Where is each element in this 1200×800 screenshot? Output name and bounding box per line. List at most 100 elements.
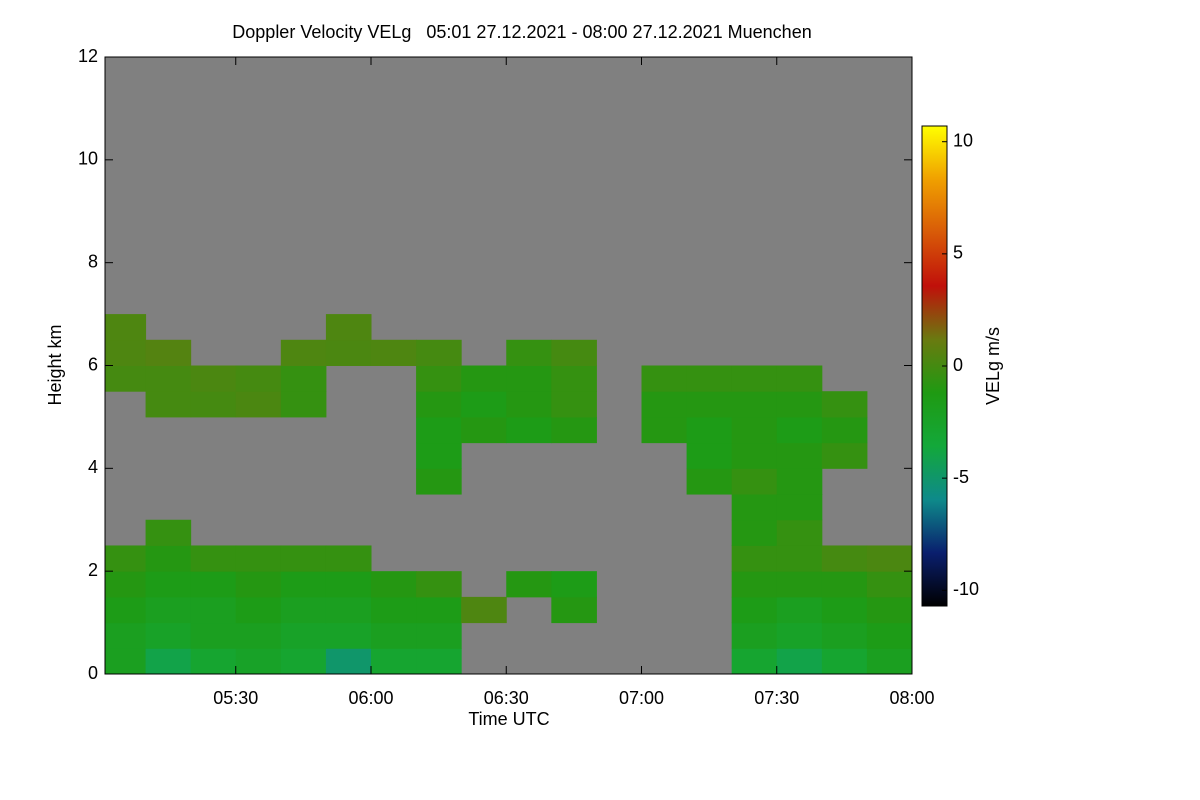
chart-title: Doppler Velocity VELg 05:01 27.12.2021 -… — [232, 22, 811, 42]
heatmap-cell — [506, 391, 552, 418]
heatmap-cell — [190, 648, 237, 674]
heatmap-cell — [506, 339, 552, 366]
heatmap-cell — [686, 391, 733, 418]
heatmap-cell — [776, 442, 823, 469]
heatmap-cell — [776, 391, 823, 418]
heatmap-cell — [821, 545, 868, 572]
heatmap-cell — [821, 416, 868, 444]
heatmap-cell — [461, 391, 507, 418]
heatmap-cell — [866, 648, 912, 674]
heatmap-cell — [145, 571, 192, 598]
heatmap-cell — [280, 339, 327, 366]
heatmap-cell — [416, 622, 462, 649]
heatmap-cell — [325, 571, 372, 598]
heatmap-cell — [190, 622, 237, 649]
heatmap-cell — [461, 416, 507, 444]
heatmap-cell — [551, 391, 597, 418]
heatmap-cell — [641, 365, 688, 392]
heatmap-cell — [280, 365, 327, 392]
heatmap-cell — [235, 571, 282, 598]
heatmap-cell — [145, 391, 192, 418]
heatmap-cell — [731, 391, 778, 418]
heatmap-cell — [551, 416, 597, 444]
heatmap-cell — [325, 622, 372, 649]
heatmap-cell — [280, 596, 327, 624]
colorbar-tick-label: 0 — [953, 355, 963, 375]
heatmap-cell — [145, 339, 192, 366]
heatmap-cell — [105, 339, 147, 366]
heatmap-cell — [731, 571, 778, 598]
heatmap-cell — [551, 365, 597, 392]
y-tick-label: 10 — [78, 149, 98, 169]
heatmap-cell — [821, 571, 868, 598]
heatmap-cell — [776, 596, 823, 624]
heatmap-cell — [731, 648, 778, 674]
heatmap-cell — [686, 365, 733, 392]
heatmap-cell — [416, 442, 462, 469]
heatmap-cell — [551, 596, 597, 624]
heatmap-cell — [145, 519, 192, 546]
heatmap-cell — [731, 519, 778, 546]
heatmap-cell — [641, 391, 688, 418]
heatmap-cell — [235, 365, 282, 392]
heatmap-cell — [370, 596, 417, 624]
heatmap-cell — [416, 339, 462, 366]
x-tick-label: 08:00 — [889, 688, 934, 708]
heatmap-cell — [416, 571, 462, 598]
x-axis-title: Time UTC — [468, 709, 549, 729]
heatmap-cell — [105, 365, 147, 392]
heatmap-cell — [776, 622, 823, 649]
heatmap-cell — [190, 545, 237, 572]
heatmap-cell — [731, 468, 778, 495]
heatmap-cell — [776, 545, 823, 572]
heatmap-cell — [370, 622, 417, 649]
heatmap-cell — [325, 545, 372, 572]
heatmap-cell — [280, 571, 327, 598]
y-tick-label: 6 — [88, 354, 98, 374]
heatmap-cell — [731, 596, 778, 624]
heatmap-cell — [416, 468, 462, 495]
heatmap-cell — [821, 596, 868, 624]
colorbar-tick-label: 10 — [953, 130, 973, 150]
heatmap-cell — [776, 571, 823, 598]
heatmap-cell — [731, 622, 778, 649]
heatmap-cell — [105, 596, 147, 624]
colorbar-title: VELg m/s — [983, 327, 1003, 405]
heatmap-cell — [731, 365, 778, 392]
colorbar-tick-label: -10 — [953, 579, 979, 599]
heatmap-cell — [370, 339, 417, 366]
heatmap-cell — [280, 391, 327, 418]
heatmap-cell — [416, 391, 462, 418]
heatmap-cell — [776, 519, 823, 546]
heatmap-cell — [235, 545, 282, 572]
heatmap-cell — [190, 365, 237, 392]
heatmap-cell — [686, 442, 733, 469]
heatmap-cell — [866, 622, 912, 649]
x-tick-label: 06:30 — [484, 688, 529, 708]
heatmap-cell — [731, 545, 778, 572]
heatmap-cell — [776, 494, 823, 521]
y-tick-label: 2 — [88, 560, 98, 580]
heatmap-cell — [235, 622, 282, 649]
heatmap-cell — [190, 571, 237, 598]
heatmap-cell — [416, 416, 462, 444]
heatmap-cell — [551, 571, 597, 598]
heatmap-cell — [731, 442, 778, 469]
heatmap-cell — [235, 596, 282, 624]
heatmap-cell — [776, 468, 823, 495]
heatmap-cell — [190, 391, 237, 418]
y-axis-title: Height km — [45, 324, 65, 405]
heatmap-cell — [325, 314, 372, 341]
heatmap-cell — [280, 648, 327, 674]
heatmap-cell — [416, 596, 462, 624]
heatmap-cell — [105, 648, 147, 674]
heatmap-cell — [461, 365, 507, 392]
heatmap-cell — [506, 571, 552, 598]
y-tick-label: 4 — [88, 457, 98, 477]
heatmap-cell — [370, 571, 417, 598]
heatmap-cell — [866, 596, 912, 624]
heatmap-cell — [506, 416, 552, 444]
heatmap-cell — [776, 648, 823, 674]
heatmap-cell — [866, 571, 912, 598]
